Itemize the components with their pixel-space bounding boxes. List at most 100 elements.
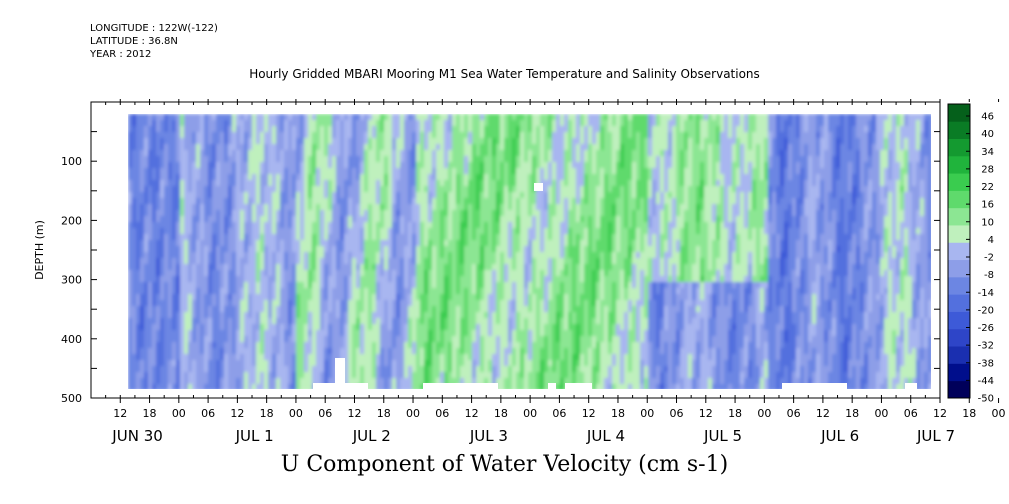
heatmap-cell xyxy=(336,336,341,343)
heatmap-cell xyxy=(504,336,509,343)
heatmap-cell xyxy=(356,270,361,277)
heatmap-cell xyxy=(376,132,381,139)
heatmap-cell xyxy=(308,336,313,343)
heatmap-cell xyxy=(308,174,313,181)
heatmap-cell xyxy=(296,312,301,319)
heatmap-cell xyxy=(400,300,405,307)
heatmap-cell xyxy=(388,234,393,241)
heatmap-cell xyxy=(144,330,149,337)
heatmap-cell xyxy=(268,282,273,289)
heatmap-cell xyxy=(148,288,153,295)
heatmap-cell xyxy=(420,186,425,193)
heatmap-cell xyxy=(388,162,393,169)
heatmap-cell xyxy=(372,246,377,253)
heatmap-cell xyxy=(304,234,309,241)
heatmap-cell xyxy=(420,174,425,181)
heatmap-cell xyxy=(380,120,385,127)
heatmap-cell xyxy=(480,342,485,349)
heatmap-cell xyxy=(252,342,257,349)
heatmap-cell xyxy=(424,210,429,217)
heatmap-cell xyxy=(236,264,241,271)
heatmap-cell xyxy=(224,168,229,175)
heatmap-cell xyxy=(420,360,425,367)
heatmap-cell xyxy=(324,276,329,283)
heatmap-cell xyxy=(168,222,173,229)
heatmap-cell xyxy=(176,138,181,145)
heatmap-cell xyxy=(296,276,301,283)
heatmap-cell xyxy=(196,306,201,313)
heatmap-cell xyxy=(356,168,361,175)
heatmap-cell xyxy=(460,366,465,373)
heatmap-cell xyxy=(484,132,489,139)
heatmap-cell xyxy=(292,318,297,325)
heatmap-cell xyxy=(524,252,529,259)
heatmap-cell xyxy=(416,144,421,151)
heatmap-cell xyxy=(136,288,141,295)
heatmap-cell xyxy=(148,372,153,379)
heatmap-cell xyxy=(532,360,537,367)
heatmap-cell xyxy=(140,240,145,247)
heatmap-cell xyxy=(516,120,521,127)
heatmap-cell xyxy=(420,252,425,259)
heatmap-cell xyxy=(164,366,169,373)
heatmap-cell xyxy=(264,288,269,295)
heatmap-cell xyxy=(348,228,353,235)
heatmap-cell xyxy=(216,198,221,205)
heatmap-cell xyxy=(144,336,149,343)
heatmap-cell xyxy=(536,354,541,361)
heatmap-cell xyxy=(400,372,405,379)
heatmap-cell xyxy=(408,330,413,337)
heatmap-cell xyxy=(408,114,413,121)
heatmap-cell xyxy=(412,288,417,295)
heatmap-cell xyxy=(488,360,493,367)
heatmap-cell xyxy=(504,366,509,373)
heatmap-cell xyxy=(252,306,257,313)
heatmap-cell xyxy=(148,318,153,325)
heatmap-cell xyxy=(468,264,473,271)
heatmap-cell xyxy=(456,126,461,133)
heatmap-cell xyxy=(260,378,265,385)
heatmap-cell xyxy=(528,294,533,301)
heatmap-cell xyxy=(464,180,469,187)
heatmap-cell xyxy=(284,294,289,301)
heatmap-cell xyxy=(284,138,289,145)
heatmap-cell xyxy=(408,384,413,390)
heatmap-cell xyxy=(528,186,533,193)
heatmap-cell xyxy=(164,192,169,199)
heatmap-cell xyxy=(152,258,157,265)
heatmap-cell xyxy=(356,318,361,325)
heatmap-cell xyxy=(324,222,329,229)
heatmap-cell xyxy=(324,150,329,157)
heatmap-cell xyxy=(252,228,257,235)
heatmap-cell xyxy=(376,294,381,301)
heatmap-cell xyxy=(168,312,173,319)
heatmap-cell xyxy=(152,144,157,151)
heatmap-cell xyxy=(268,138,273,145)
heatmap-cell xyxy=(492,366,497,373)
heatmap-cell xyxy=(360,348,365,355)
heatmap-cell xyxy=(312,156,317,163)
heatmap-cell xyxy=(348,126,353,133)
heatmap-cell xyxy=(340,312,345,319)
heatmap-cell xyxy=(320,372,325,379)
heatmap-cell xyxy=(204,168,209,175)
heatmap-cell xyxy=(252,318,257,325)
heatmap-cell xyxy=(332,294,337,301)
heatmap-cell xyxy=(288,126,293,133)
heatmap-cell xyxy=(260,114,265,121)
heatmap-cell xyxy=(188,126,193,133)
heatmap-cell xyxy=(308,300,313,307)
heatmap-cell xyxy=(464,324,469,331)
heatmap-cell xyxy=(520,150,525,157)
heatmap-cell xyxy=(156,138,161,145)
heatmap-cell xyxy=(192,318,197,325)
heatmap-cell xyxy=(196,114,201,121)
heatmap-cell xyxy=(152,312,157,319)
heatmap-cell xyxy=(280,258,285,265)
heatmap-cell xyxy=(144,306,149,313)
heatmap-cell xyxy=(460,132,465,139)
heatmap-cell xyxy=(360,282,365,289)
heatmap-cell xyxy=(332,360,337,367)
heatmap-cell xyxy=(132,288,137,295)
heatmap-cell xyxy=(412,228,417,235)
